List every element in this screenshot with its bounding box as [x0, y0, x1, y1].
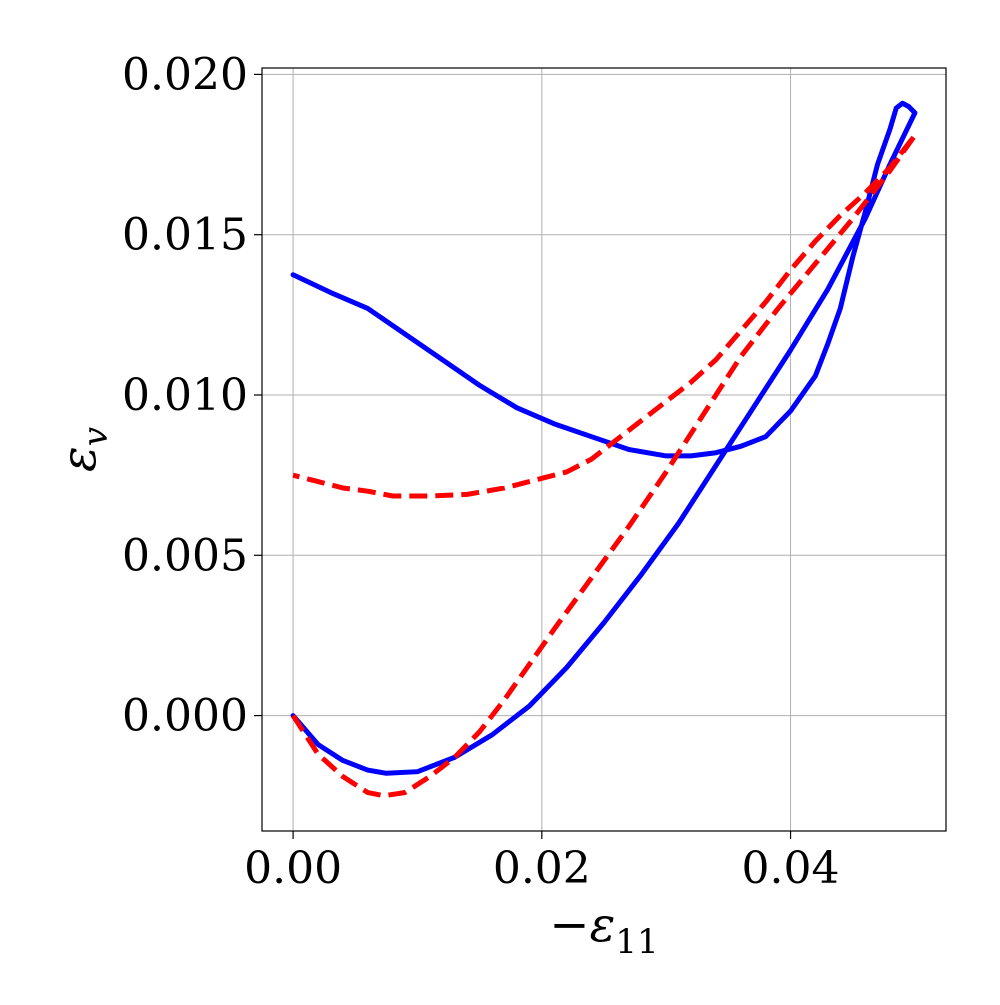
dashed-series-line — [290, 132, 918, 799]
x-axis-title: −ε11 — [549, 897, 658, 962]
grid — [262, 68, 946, 831]
y-tick-label: 0.005 — [122, 530, 248, 581]
y-tick-label: 0.010 — [122, 370, 248, 421]
y-tick-label: 0.000 — [122, 691, 248, 742]
y-tick-label: 0.020 — [122, 49, 248, 100]
y-axis-title: εv — [51, 427, 116, 472]
x-tick-label: 0.02 — [493, 843, 591, 894]
y-tick-label: 0.015 — [122, 210, 248, 261]
solid-series-line — [290, 100, 918, 776]
plot-frame — [261, 67, 947, 832]
x-tick-label: 0.04 — [742, 843, 840, 894]
axis-ticks: 0.00 0.02 0.04 0.000 0.005 0.010 0.015 0.020 — [122, 49, 839, 894]
x-tick-label: 0.00 — [244, 843, 342, 894]
plot-series — [290, 100, 918, 799]
